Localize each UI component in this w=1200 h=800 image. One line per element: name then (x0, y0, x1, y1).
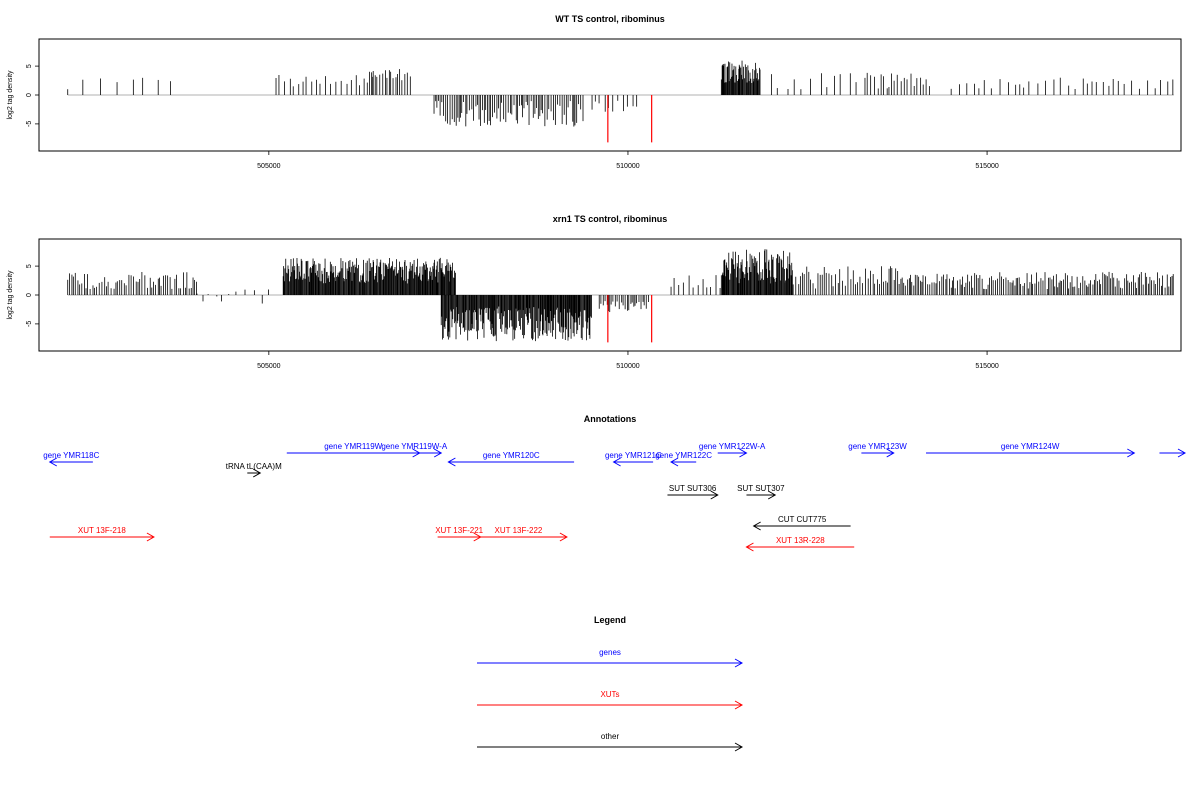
feature-arrow (49, 532, 155, 542)
feature-arrow (717, 448, 748, 458)
panel-title-wt: WT TS control, ribominus (555, 14, 665, 24)
legend-title: Legend (594, 615, 626, 625)
feature-label: XUT 13R-228 (776, 536, 825, 545)
annotations-title: Annotations (584, 414, 637, 424)
feature-label: SUT SUT306 (669, 484, 717, 493)
x-tick-label: 515000 (975, 363, 998, 370)
feature-arrow (1159, 448, 1187, 458)
feature-arrow (667, 490, 719, 500)
panel-wt: WT TS control, ribominus log2 tag densit… (7, 14, 1182, 170)
feature-label: gene YMR122W-A (699, 442, 766, 451)
feature-arrow (752, 521, 851, 531)
feature-arrow (746, 490, 777, 500)
x-tick-label: 515000 (975, 163, 998, 170)
legend-label: other (601, 732, 620, 741)
feature-label: gene YMR119W (324, 442, 382, 451)
y-tick-label: 5 (26, 264, 33, 268)
legend-arrow (477, 658, 744, 668)
legend-label: genes (599, 648, 621, 657)
feature-label: gene YMR122C (655, 451, 712, 460)
y-tick-label: 0 (26, 93, 33, 97)
feature-arrow (469, 532, 568, 542)
feature-arrow (612, 457, 654, 467)
feature-label: gene YMR118C (43, 451, 99, 460)
feature-arrow (670, 457, 697, 467)
legend-label: XUTs (600, 690, 619, 699)
x-tick-label: 505000 (257, 163, 280, 170)
panel-xrn1: xrn1 TS control, ribominus log2 tag dens… (7, 214, 1182, 370)
bars-xrn1 (67, 249, 1174, 343)
annotations-track: Annotations gene YMR118C tRNA tL(CAA)M gen… (43, 414, 1187, 552)
feature-label: gene YMR120C (483, 451, 540, 460)
legend-arrow (477, 742, 744, 752)
feature-arrow (447, 457, 575, 467)
feature-arrow (745, 542, 855, 552)
feature-label: XUT 13F-218 (78, 526, 126, 535)
y-tick-label: -5 (26, 121, 33, 127)
x-tick-label: 505000 (257, 363, 280, 370)
y-axis-label-xrn1: log2 tag density (7, 270, 14, 320)
axes-xrn1: -5 0 5 505000 510000 515000 (26, 264, 999, 370)
legend-items: genes XUTs other (477, 648, 744, 752)
legend-arrow (477, 700, 744, 710)
bars-wt (67, 60, 1174, 143)
feature-label: tRNA tL(CAA)M (226, 462, 282, 471)
y-tick-label: 0 (26, 293, 33, 297)
y-axis-label-wt: log2 tag density (7, 70, 14, 120)
feature-arrow (48, 457, 93, 467)
y-tick-label: -5 (26, 321, 33, 327)
feature-label: gene YMR124W (1001, 442, 1060, 451)
y-tick-label: 5 (26, 64, 33, 68)
feature-arrow (247, 468, 262, 478)
feature-label: XUT 13F-221 (435, 526, 483, 535)
feature-label: gene YMR121C (605, 451, 662, 460)
x-tick-label: 510000 (616, 163, 639, 170)
feature-label: gene YMR123W (848, 442, 907, 451)
feature-label: gene YMR119W-A (381, 442, 447, 451)
feature-arrow (926, 448, 1136, 458)
axes-wt: -5 0 5 505000 510000 515000 (26, 64, 999, 170)
feature-arrow (387, 448, 443, 458)
feature-label: CUT CUT775 (778, 515, 827, 524)
x-tick-label: 510000 (616, 363, 639, 370)
feature-label: SUT SUT307 (737, 484, 785, 493)
feature-arrow (861, 448, 895, 458)
panel-title-xrn1: xrn1 TS control, ribominus (553, 214, 668, 224)
feature-label: XUT 13F-222 (494, 526, 542, 535)
legend: Legend genes XUTs other (477, 615, 744, 752)
